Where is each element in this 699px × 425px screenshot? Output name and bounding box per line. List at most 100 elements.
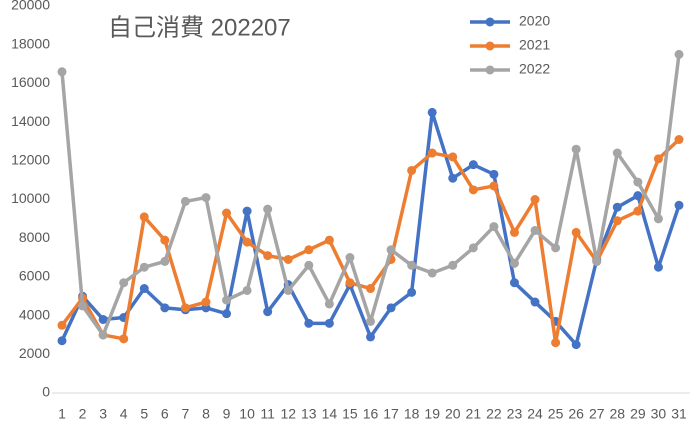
legend-label: 2022 — [519, 61, 550, 77]
point — [571, 340, 581, 350]
x-tick-label: 4 — [120, 406, 128, 422]
x-tick-label: 24 — [527, 406, 543, 422]
point — [551, 338, 561, 348]
point — [283, 254, 293, 264]
point — [98, 314, 108, 324]
y-tick-label: 6000 — [19, 268, 50, 284]
legend-marker — [485, 17, 495, 27]
point — [139, 262, 149, 272]
point — [468, 243, 478, 253]
point — [263, 307, 273, 317]
y-tick-label: 12000 — [11, 152, 50, 168]
x-tick-label: 17 — [383, 406, 399, 422]
point — [180, 196, 190, 206]
legend-label: 2020 — [519, 13, 550, 29]
point — [530, 195, 540, 204]
x-tick-label: 9 — [223, 406, 231, 422]
x-tick-label: 25 — [548, 406, 564, 422]
x-tick-label: 20 — [445, 406, 461, 422]
point — [448, 260, 458, 270]
point — [386, 245, 396, 255]
x-tick-label: 13 — [301, 406, 317, 422]
point — [366, 316, 375, 326]
point — [674, 135, 684, 145]
point — [407, 287, 417, 297]
x-tick-label: 14 — [322, 406, 338, 422]
x-tick-label: 21 — [466, 406, 482, 422]
point — [468, 160, 478, 170]
point — [571, 227, 581, 237]
x-tick-label: 30 — [651, 406, 667, 422]
point — [283, 285, 293, 295]
y-tick-label: 0 — [42, 384, 50, 400]
point — [489, 169, 499, 179]
x-tick-label: 29 — [630, 406, 646, 422]
point — [160, 235, 170, 245]
point — [407, 260, 417, 270]
point — [222, 295, 232, 305]
point — [612, 202, 622, 212]
y-tick-label: 16000 — [11, 74, 50, 90]
y-tick-label: 8000 — [19, 229, 50, 245]
point — [180, 303, 190, 313]
point — [407, 165, 417, 175]
point — [304, 318, 314, 328]
point — [201, 297, 211, 307]
point — [633, 177, 643, 187]
x-tick-label: 22 — [486, 406, 502, 422]
legend-label: 2021 — [519, 37, 550, 53]
point — [304, 245, 314, 255]
legend-marker — [485, 41, 495, 51]
point — [160, 256, 170, 266]
point — [633, 206, 643, 216]
point — [674, 200, 684, 210]
point — [119, 278, 129, 288]
x-tick-label: 2 — [79, 406, 87, 422]
point — [530, 225, 540, 235]
y-tick-label: 14000 — [11, 113, 50, 129]
point — [304, 260, 314, 270]
point — [386, 303, 396, 313]
x-tick-label: 10 — [239, 406, 255, 422]
point — [448, 152, 458, 162]
y-tick-label: 10000 — [11, 190, 50, 206]
point — [427, 268, 437, 278]
legend-marker — [485, 65, 495, 75]
point — [633, 191, 643, 201]
point — [448, 173, 458, 183]
y-tick-label: 18000 — [11, 35, 50, 51]
x-tick-label: 8 — [202, 406, 210, 422]
x-tick-label: 31 — [671, 406, 687, 422]
point — [324, 235, 334, 245]
x-tick-label: 11 — [260, 406, 275, 422]
y-tick-label: 4000 — [19, 306, 50, 322]
x-tick-label: 19 — [424, 406, 440, 422]
point — [345, 278, 355, 288]
point — [242, 206, 252, 216]
point — [653, 262, 663, 272]
point — [489, 222, 499, 232]
point — [242, 237, 252, 247]
point — [57, 336, 67, 346]
x-tick-label: 1 — [58, 406, 66, 422]
point — [139, 212, 149, 222]
x-tick-label: 12 — [280, 406, 296, 422]
point — [222, 309, 232, 319]
x-tick-label: 5 — [140, 406, 148, 422]
x-tick-label: 16 — [363, 406, 379, 422]
series-line — [60, 138, 681, 345]
point — [345, 253, 355, 263]
x-tick-label: 27 — [589, 406, 605, 422]
point — [674, 49, 684, 59]
y-tick-label: 20000 — [11, 0, 50, 13]
x-tick-label: 26 — [568, 406, 584, 422]
x-tick-label: 18 — [404, 406, 420, 422]
x-tick-label: 3 — [99, 406, 107, 422]
point — [489, 181, 499, 191]
point — [551, 243, 561, 253]
x-tick-label: 7 — [182, 406, 190, 422]
point — [509, 278, 519, 288]
point — [57, 67, 67, 77]
point — [263, 204, 273, 214]
